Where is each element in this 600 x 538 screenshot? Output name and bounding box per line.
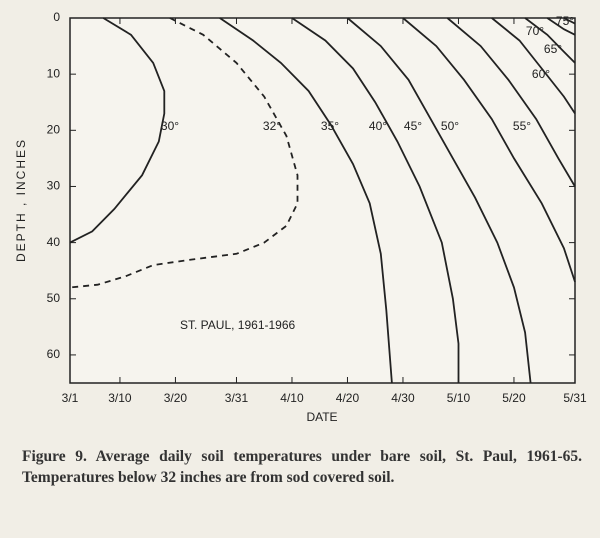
x-tick-label: 3/20 [164,391,188,405]
contour-line [446,17,576,187]
x-tick-label: 5/20 [502,391,526,405]
contour-label: 55° [513,119,531,133]
contour-line [69,17,166,244]
x-tick-label: 4/20 [336,391,360,405]
y-tick-label: 60 [47,347,61,361]
y-tick-label: 10 [47,66,61,80]
contour-label: 75° [556,14,574,28]
contour-label: 35° [321,119,339,133]
y-axis-label: DEPTH , INCHES [14,138,28,262]
y-tick-label: 40 [47,235,61,249]
x-tick-label: 5/31 [563,391,587,405]
y-tick-label: 20 [47,122,61,136]
contour-line [563,17,576,25]
contour-label: 32° [263,119,281,133]
caption: Figure 9. Average daily soil temperature… [22,448,582,486]
y-tick-label: 0 [53,10,60,24]
plot-frame [69,17,576,384]
contour-label: 50° [441,119,459,133]
x-tick-label: 4/10 [280,391,304,405]
x-tick-label: 3/10 [108,391,132,405]
contour-line [346,17,532,384]
contour-label: 45° [404,119,422,133]
x-tick-label: 3/1 [62,391,79,405]
contour-line [402,17,576,283]
x-axis-label: DATE [306,410,337,424]
contour-line [524,17,576,64]
x-tick-label: 3/31 [225,391,249,405]
contour-label: 70° [526,24,544,38]
x-tick-label: 5/10 [447,391,471,405]
contour-line [546,17,576,36]
y-tick-label: 30 [47,179,61,193]
annotation: ST. PAUL, 1961-1966 [180,318,296,332]
contour-line [291,17,460,383]
y-tick-label: 50 [47,291,61,305]
contour-line [491,17,576,114]
contour-label: 65° [544,42,562,56]
contour-label: 60° [532,67,550,81]
contour-label: 30° [161,119,179,133]
contour-line [219,17,393,384]
contour-label: 40° [369,119,387,133]
chart: ST. PAUL, 1961-1966 DATE DEPTH , INCHES … [14,10,587,424]
x-tick-label: 4/30 [391,391,415,405]
